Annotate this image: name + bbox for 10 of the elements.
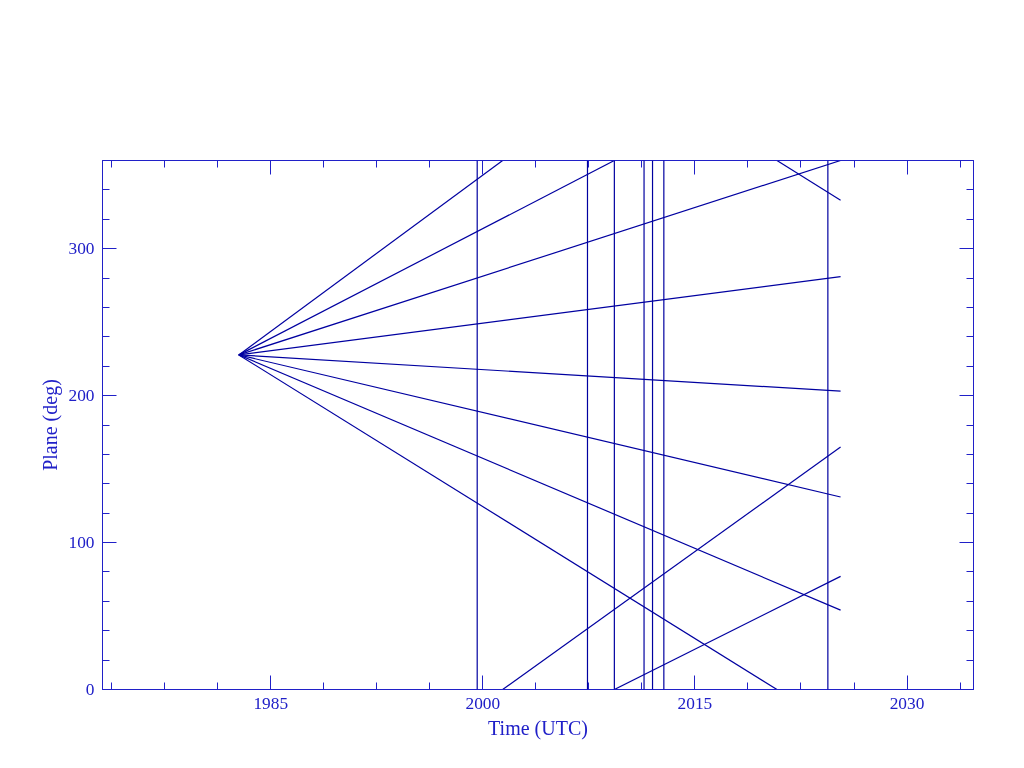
y-tick-label: 100 — [68, 533, 95, 553]
y-tick-label: 0 — [85, 680, 95, 699]
x-tick-label: 2000 — [465, 693, 501, 713]
x-axis-title: Time (UTC) — [488, 716, 588, 740]
y-axis-title: Plane (deg) — [38, 379, 62, 471]
x-tick-label: 1985 — [253, 693, 289, 713]
y-tick-label: 300 — [68, 239, 95, 259]
x-tick-label: 2015 — [677, 693, 713, 713]
y-tick-label: 200 — [68, 386, 95, 406]
x-tick-label: 2030 — [889, 693, 925, 713]
